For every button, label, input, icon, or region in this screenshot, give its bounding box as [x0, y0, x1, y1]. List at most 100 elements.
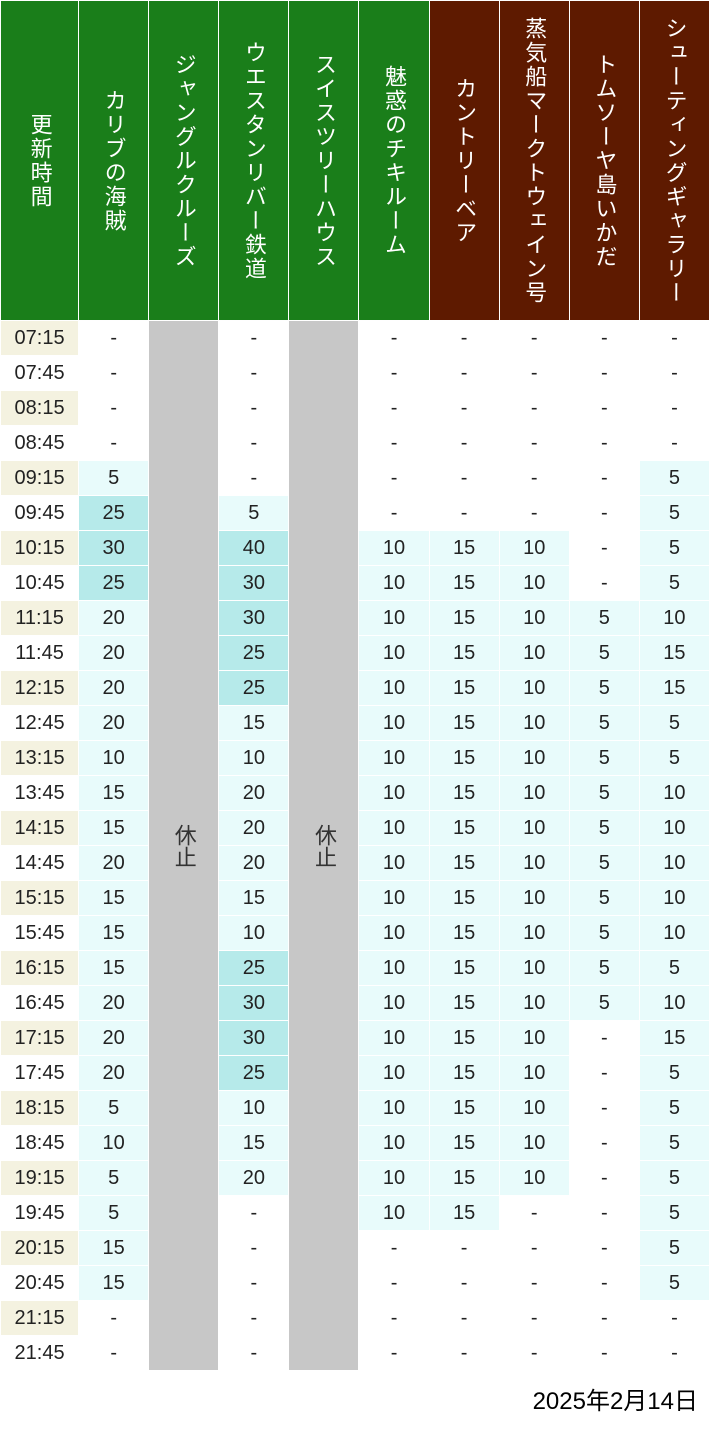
wait-cell: 20: [219, 846, 289, 881]
wait-cell: 15: [429, 1126, 499, 1161]
wait-cell: -: [569, 1056, 639, 1091]
wait-cell: 25: [79, 496, 149, 531]
header-c2: ジャングルクルーズ: [149, 1, 219, 321]
wait-cell: 10: [499, 1056, 569, 1091]
wait-cell: 15: [639, 671, 709, 706]
wait-cell: -: [569, 566, 639, 601]
wait-cell: -: [219, 461, 289, 496]
header-c3: ウエスタンリバー鉄道: [219, 1, 289, 321]
wait-cell: -: [79, 321, 149, 356]
time-cell: 10:15: [1, 531, 79, 566]
wait-cell: -: [429, 356, 499, 391]
wait-cell: 10: [639, 811, 709, 846]
wait-cell: -: [639, 356, 709, 391]
time-cell: 07:45: [1, 356, 79, 391]
wait-cell: 15: [429, 1161, 499, 1196]
wait-cell: 5: [569, 881, 639, 916]
wait-cell: -: [499, 1196, 569, 1231]
wait-cell: 10: [499, 566, 569, 601]
wait-cell: 15: [639, 636, 709, 671]
header-time: 更新時間: [1, 1, 79, 321]
wait-cell: -: [499, 461, 569, 496]
wait-cell: 10: [359, 776, 429, 811]
wait-cell: 5: [219, 496, 289, 531]
wait-cell: 10: [499, 741, 569, 776]
wait-cell: 30: [219, 986, 289, 1021]
wait-cell: -: [359, 1336, 429, 1371]
time-cell: 13:45: [1, 776, 79, 811]
wait-cell: 15: [429, 846, 499, 881]
wait-cell: 5: [569, 776, 639, 811]
wait-cell: -: [79, 391, 149, 426]
wait-cell: 10: [499, 951, 569, 986]
wait-cell: 5: [569, 916, 639, 951]
wait-cell: 15: [79, 951, 149, 986]
wait-cell: -: [569, 356, 639, 391]
wait-cell: 15: [219, 881, 289, 916]
time-cell: 17:45: [1, 1056, 79, 1091]
wait-cell: 20: [219, 776, 289, 811]
wait-cell: -: [499, 1231, 569, 1266]
wait-cell: 10: [499, 601, 569, 636]
table-body: 07:15-休止-休止-----07:45-------08:15-------…: [1, 321, 710, 1371]
wait-cell: -: [219, 356, 289, 391]
wait-cell: 10: [359, 601, 429, 636]
wait-cell: 20: [219, 811, 289, 846]
wait-cell: 10: [359, 1021, 429, 1056]
time-cell: 08:15: [1, 391, 79, 426]
wait-cell: -: [429, 426, 499, 461]
wait-cell: 10: [359, 951, 429, 986]
wait-cell: 10: [499, 531, 569, 566]
wait-cell: -: [359, 1301, 429, 1336]
wait-cell: 30: [219, 566, 289, 601]
wait-cell: -: [429, 321, 499, 356]
wait-cell: 5: [639, 1056, 709, 1091]
wait-cell: 15: [429, 881, 499, 916]
time-cell: 07:15: [1, 321, 79, 356]
closed-c2: 休止: [149, 321, 219, 1371]
wait-cell: 10: [359, 671, 429, 706]
wait-cell: 10: [359, 881, 429, 916]
wait-cell: 40: [219, 531, 289, 566]
wait-cell: 10: [359, 1161, 429, 1196]
wait-cell: 25: [219, 951, 289, 986]
header-c8: トムソーヤ島いかだ: [569, 1, 639, 321]
wait-cell: -: [219, 391, 289, 426]
wait-cell: -: [569, 461, 639, 496]
wait-cell: -: [569, 321, 639, 356]
wait-cell: 5: [639, 461, 709, 496]
wait-cell: 5: [639, 1196, 709, 1231]
wait-cell: -: [569, 1091, 639, 1126]
time-cell: 17:15: [1, 1021, 79, 1056]
wait-cell: -: [219, 1196, 289, 1231]
time-cell: 13:15: [1, 741, 79, 776]
wait-cell: 30: [79, 531, 149, 566]
wait-cell: -: [429, 1231, 499, 1266]
wait-cell: 5: [79, 461, 149, 496]
wait-cell: 10: [499, 811, 569, 846]
time-cell: 11:45: [1, 636, 79, 671]
wait-cell: 15: [429, 1091, 499, 1126]
wait-cell: 20: [79, 601, 149, 636]
time-cell: 09:15: [1, 461, 79, 496]
footer-date: 2025年2月14日: [0, 1371, 710, 1420]
wait-cell: 10: [639, 776, 709, 811]
wait-cell: -: [499, 496, 569, 531]
wait-cell: -: [219, 1336, 289, 1371]
wait-cell: 15: [429, 1056, 499, 1091]
wait-cell: 15: [219, 706, 289, 741]
wait-cell: -: [429, 496, 499, 531]
wait-cell: 5: [569, 671, 639, 706]
wait-cell: 10: [219, 1091, 289, 1126]
wait-cell: -: [219, 426, 289, 461]
wait-cell: -: [639, 321, 709, 356]
wait-cell: 5: [639, 496, 709, 531]
wait-cell: 10: [359, 986, 429, 1021]
wait-cell: -: [499, 391, 569, 426]
wait-cell: 10: [499, 986, 569, 1021]
header-c7: 蒸気船マークトウェイン号: [499, 1, 569, 321]
wait-cell: 5: [639, 1231, 709, 1266]
wait-cell: 15: [429, 776, 499, 811]
wait-cell: 15: [429, 1021, 499, 1056]
wait-cell: 5: [569, 951, 639, 986]
